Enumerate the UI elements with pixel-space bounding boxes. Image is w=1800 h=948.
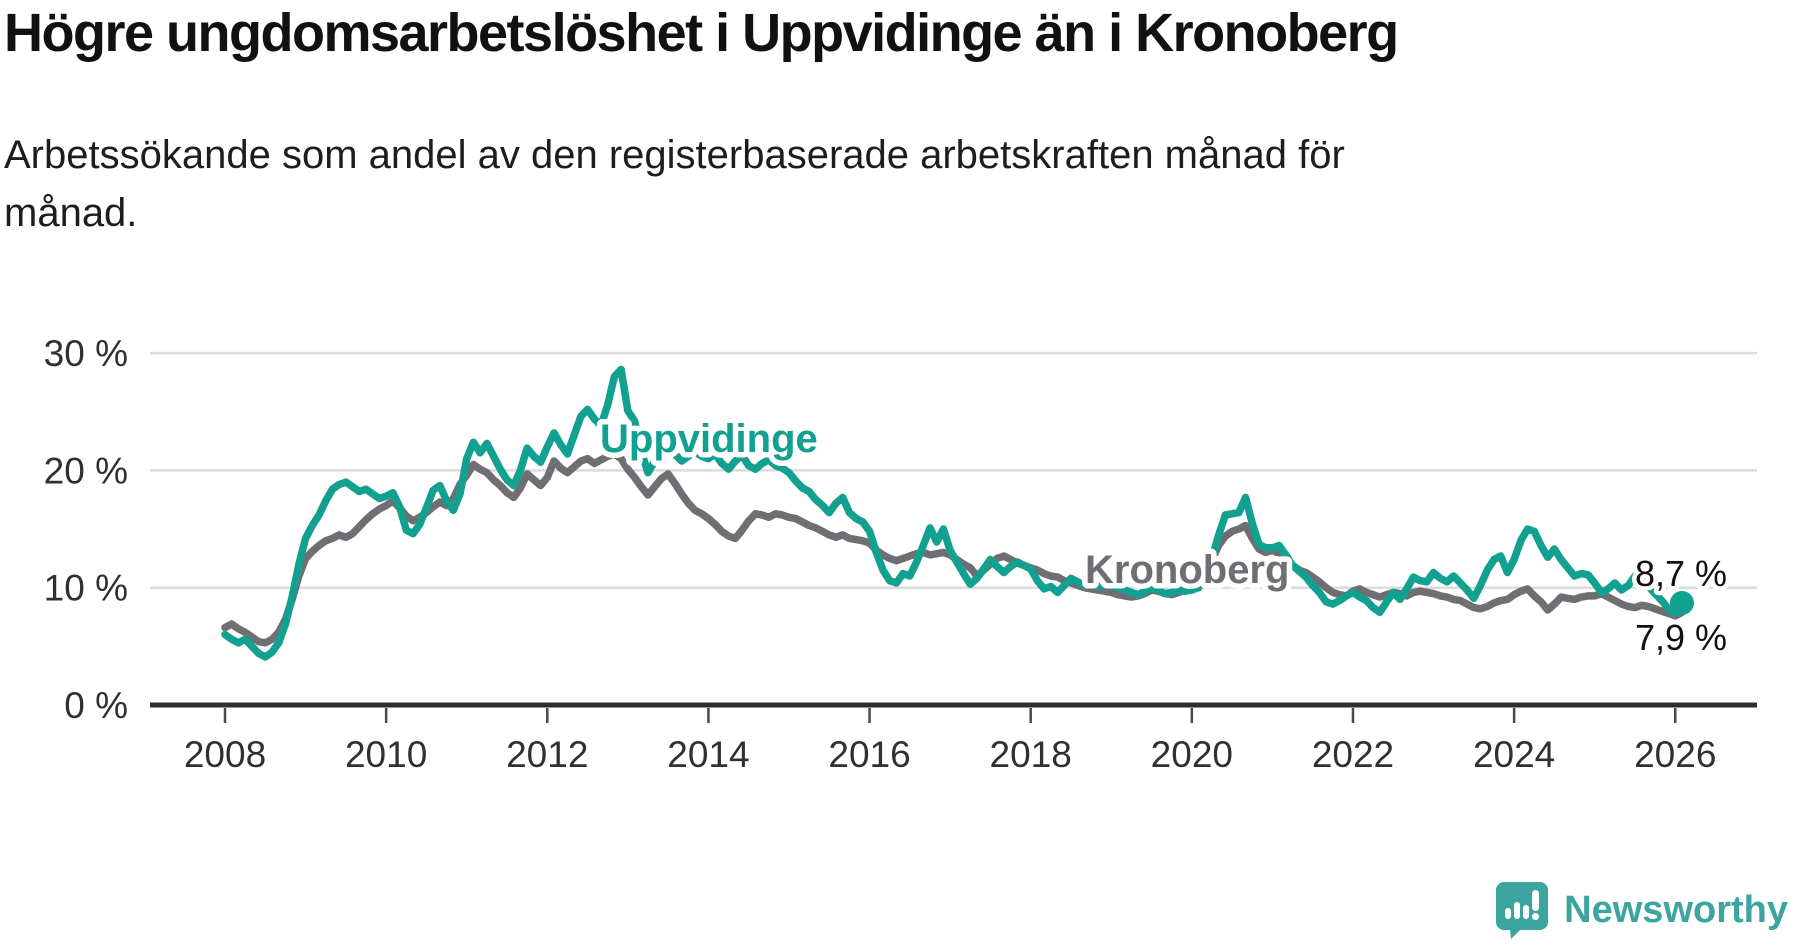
- newsworthy-logo-icon: [1496, 882, 1549, 939]
- y-tick-label: 20 %: [44, 450, 128, 491]
- y-tick-label: 30 %: [44, 333, 128, 374]
- x-tick-label: 2024: [1473, 734, 1555, 775]
- y-tick-label: 0 %: [64, 685, 128, 726]
- x-tick-label: 2020: [1151, 734, 1233, 775]
- x-tick-label: 2018: [990, 734, 1072, 775]
- end-value-label-kronoberg: 7,9 %: [1635, 617, 1727, 658]
- end-dot-uppvidinge: [1669, 590, 1694, 615]
- chart-subtitle: Arbetssökande som andel av den registerb…: [4, 133, 1345, 235]
- y-tick-label: 10 %: [44, 568, 128, 609]
- x-tick-label: 2014: [667, 734, 749, 775]
- newsworthy-logo-text: Newsworthy: [1564, 888, 1788, 931]
- end-value-label-uppvidinge: 8,7 %: [1635, 553, 1727, 594]
- x-tick-label: 2012: [506, 734, 588, 775]
- chart-title: Högre ungdomsarbetslöshet i Uppvidinge ä…: [4, 3, 1399, 63]
- x-tick-label: 2010: [345, 734, 427, 775]
- series-line-kronoberg: [221, 450, 1686, 647]
- x-tick-label: 2026: [1634, 734, 1716, 775]
- x-tick-label: 2008: [184, 734, 266, 775]
- newsworthy-logo: Newsworthy: [1494, 880, 1788, 940]
- series-line-uppvidinge: [221, 365, 1686, 661]
- x-tick-label: 2022: [1312, 734, 1394, 775]
- x-tick-label: 2016: [828, 734, 910, 775]
- series-label-uppvidinge: Uppvidinge: [600, 417, 818, 461]
- series-label-kronoberg: Kronoberg: [1085, 548, 1289, 592]
